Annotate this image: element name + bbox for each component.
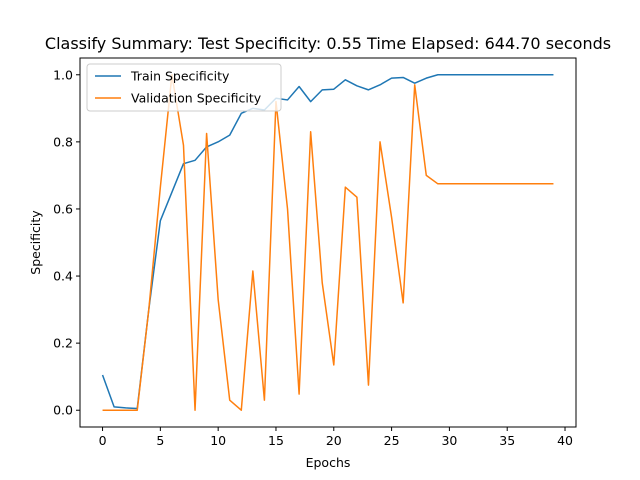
x-tick-label: 25 (384, 433, 400, 448)
x-tick-label: 20 (326, 433, 342, 448)
x-tick-label: 10 (210, 433, 226, 448)
chart-title: Classify Summary: Test Specificity: 0.55… (45, 34, 611, 53)
x-axis-label: Epochs (306, 455, 351, 470)
series-line-train-specificity (101, 74, 554, 410)
x-tick-label: 40 (557, 433, 573, 448)
y-axis-label: Specificity (28, 210, 43, 275)
legend-label: Train Specificity (130, 69, 230, 84)
y-axis: 0.0 0.2 0.4 0.6 0.8 1.0 (53, 67, 80, 418)
x-tick-label: 0 (99, 433, 107, 448)
y-tick-label: 0.6 (53, 201, 73, 216)
plot-frame (79, 57, 577, 428)
y-tick-label: 1.0 (53, 67, 73, 82)
legend-box (86, 63, 282, 112)
y-tick-label: 0.4 (53, 269, 73, 284)
legend-label: Validation Specificity (131, 91, 262, 106)
y-tick-label: 0.0 (53, 403, 73, 418)
x-tick-label: 30 (441, 433, 457, 448)
x-tick-label: 15 (268, 433, 284, 448)
y-tick-label: 0.2 (53, 336, 73, 351)
legend: Train Specificity Validation Specificity (86, 63, 282, 112)
y-tick-label: 0.8 (53, 134, 73, 149)
x-axis: 0 5 10 15 20 25 30 35 40 (99, 427, 573, 448)
x-tick-label: 5 (156, 433, 164, 448)
x-tick-label: 35 (499, 433, 515, 448)
